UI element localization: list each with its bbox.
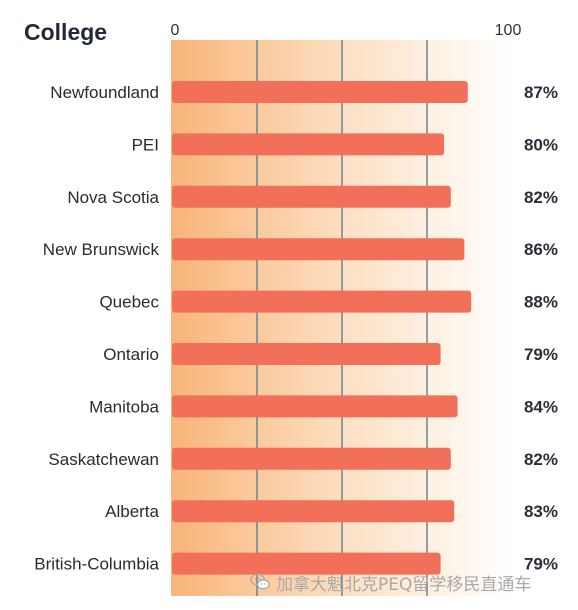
bar-saskatchewan xyxy=(172,447,451,470)
wechat-icon xyxy=(250,573,270,590)
value-label: 80% xyxy=(524,135,558,154)
x-tick-label-100: 100 xyxy=(495,22,522,39)
bar-pei xyxy=(172,133,444,156)
watermark: 加拿大魁北克PEQ留学移民直通车 xyxy=(250,568,531,596)
bar-manitoba xyxy=(172,395,458,418)
value-label: 86% xyxy=(524,240,558,259)
value-label: 82% xyxy=(524,450,558,469)
category-label: Alberta xyxy=(105,502,159,521)
category-label: Nova Scotia xyxy=(67,188,159,207)
category-label: Manitoba xyxy=(89,397,159,416)
bar-newfoundland xyxy=(172,81,468,103)
category-label: British-Columbia xyxy=(34,555,159,574)
watermark-text: 加拿大魁北克PEQ留学移民直通车 xyxy=(276,574,532,595)
bar-ontario xyxy=(172,343,441,365)
chart-title: College xyxy=(24,19,107,45)
category-label: Newfoundland xyxy=(50,83,159,102)
category-label: Quebec xyxy=(99,293,159,312)
category-label: New Brunswick xyxy=(43,240,160,259)
value-label: 88% xyxy=(524,293,558,312)
bar-british-columbia xyxy=(172,552,441,575)
value-label: 79% xyxy=(524,345,558,364)
category-label: PEI xyxy=(132,135,159,154)
x-tick-label-0: 0 xyxy=(171,22,180,39)
bar-new-brunswick xyxy=(172,238,465,261)
category-label: Saskatchewan xyxy=(48,450,159,469)
value-label: 82% xyxy=(524,188,558,207)
value-label: 83% xyxy=(524,502,558,521)
value-label: 87% xyxy=(524,83,558,102)
category-label: Ontario xyxy=(103,345,159,364)
value-label: 79% xyxy=(524,555,558,574)
bar-quebec xyxy=(172,290,472,313)
bar-nova-scotia xyxy=(172,185,451,208)
bar-alberta xyxy=(172,500,455,523)
value-label: 84% xyxy=(524,397,558,416)
